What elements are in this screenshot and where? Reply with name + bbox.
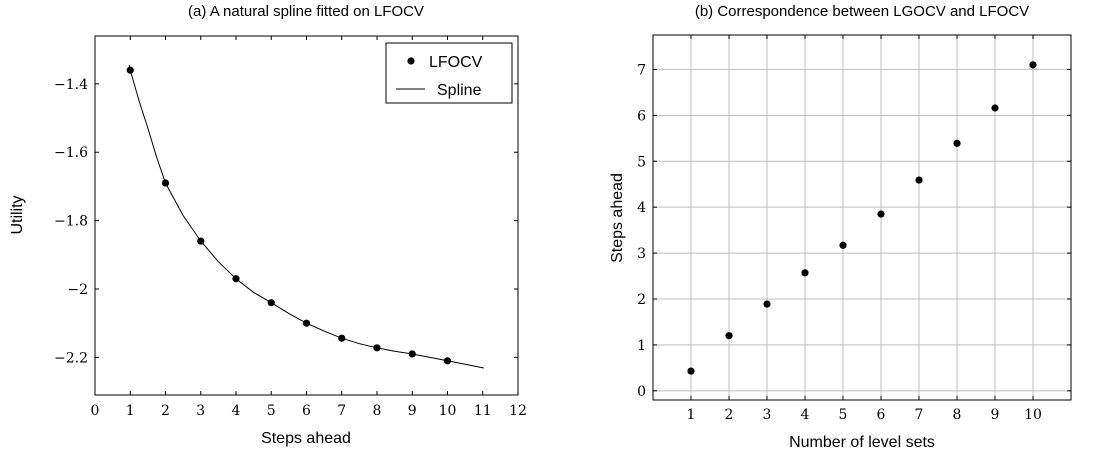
chart-b-plot-area — [687, 61, 1037, 375]
y-tick-label: 2 — [637, 292, 646, 308]
chart-a-ylabel: Utility — [9, 195, 26, 234]
x-tick-label: 6 — [877, 407, 886, 423]
x-tick-label: 6 — [302, 403, 311, 419]
x-tick-label: 1 — [687, 407, 696, 423]
y-tick-label: 4 — [637, 200, 646, 216]
x-tick-label: 5 — [839, 407, 848, 423]
x-tick-label: 5 — [267, 403, 276, 419]
x-tick-label: 9 — [408, 403, 417, 419]
data-point — [687, 367, 695, 375]
x-tick-label: 2 — [161, 403, 170, 419]
data-point — [991, 104, 999, 112]
legend-lfocv-marker — [407, 57, 415, 65]
data-point — [801, 269, 809, 277]
data-point — [877, 210, 885, 218]
x-tick-label: 1 — [126, 403, 135, 419]
chart-a-xlabel: Steps ahead — [261, 430, 351, 447]
chart-a-frame — [94, 35, 519, 396]
lfocv-point — [232, 275, 240, 283]
y-tick-label: 1 — [637, 338, 646, 354]
data-point — [725, 332, 733, 340]
y-tick-label: −1.8 — [54, 214, 88, 230]
data-point — [839, 241, 847, 249]
chart-b-grid — [653, 35, 1071, 400]
lfocv-point — [443, 357, 452, 365]
data-point — [763, 300, 771, 308]
x-tick-label: 10 — [439, 403, 457, 419]
lfocv-point — [161, 179, 170, 187]
lfocv-point — [338, 334, 346, 342]
x-tick-label: 8 — [373, 403, 382, 419]
y-tick-label: −2.2 — [54, 350, 88, 366]
legend-lfocv-label: LFOCV — [429, 54, 483, 71]
chart-b-title: (b) Correspondence between LGOCV and LFO… — [695, 3, 1029, 20]
chart-b-xlabel: Number of level sets — [789, 434, 935, 451]
data-point — [1029, 61, 1037, 69]
chart-a-plot-area — [126, 64, 484, 369]
lfocv-point — [267, 299, 275, 307]
y-tick-label: 0 — [637, 384, 646, 400]
chart-b-ticks: 1 2 3 4 5 6 7 8 9 10 0 1 2 3 4 5 6 7 — [637, 35, 1071, 423]
legend-spline-label: Spline — [437, 82, 482, 99]
chart-a-title: (a) A natural spline fitted on LFOCV — [188, 3, 424, 20]
y-tick-label: 3 — [637, 246, 646, 262]
x-tick-label: 4 — [232, 403, 241, 419]
x-tick-label: 8 — [953, 407, 962, 423]
panel-b: (b) Correspondence between LGOCV and LFO… — [609, 3, 1072, 451]
x-tick-label: 2 — [725, 407, 734, 423]
x-tick-label: 0 — [91, 403, 100, 419]
chart-a-legend: LFOCV Spline — [385, 42, 513, 104]
x-tick-label: 11 — [474, 403, 492, 419]
x-tick-label: 3 — [196, 403, 205, 419]
x-tick-label: 3 — [763, 407, 772, 423]
chart-a-ticks: 0 1 2 3 4 5 6 7 8 9 10 11 12−1.4−1.6−1.8−2−2.2 — [54, 36, 527, 419]
legend-box — [385, 42, 513, 104]
chart-b-frame — [652, 34, 1072, 401]
lfocv-point — [302, 319, 311, 327]
x-tick-label: 10 — [1024, 407, 1042, 423]
x-tick-label: 7 — [915, 407, 924, 423]
chart-b-ylabel: Steps ahead — [609, 173, 626, 263]
y-tick-label: −1.6 — [54, 145, 88, 161]
data-point — [915, 176, 923, 184]
lfocv-point — [126, 66, 134, 74]
y-tick-label: −1.4 — [54, 77, 88, 93]
x-tick-label: 9 — [991, 407, 1000, 423]
lfocv-point — [373, 344, 381, 352]
x-tick-label: 7 — [337, 403, 346, 419]
x-tick-label: 4 — [801, 407, 810, 423]
data-point — [953, 139, 961, 147]
lfocv-point — [408, 350, 416, 358]
y-tick-label: 6 — [637, 108, 646, 124]
y-tick-label: 5 — [637, 154, 646, 170]
lfocv-point — [197, 237, 205, 245]
y-tick-label: 7 — [637, 62, 646, 78]
x-tick-label: 12 — [509, 403, 527, 419]
y-tick-label: −2 — [67, 282, 88, 298]
